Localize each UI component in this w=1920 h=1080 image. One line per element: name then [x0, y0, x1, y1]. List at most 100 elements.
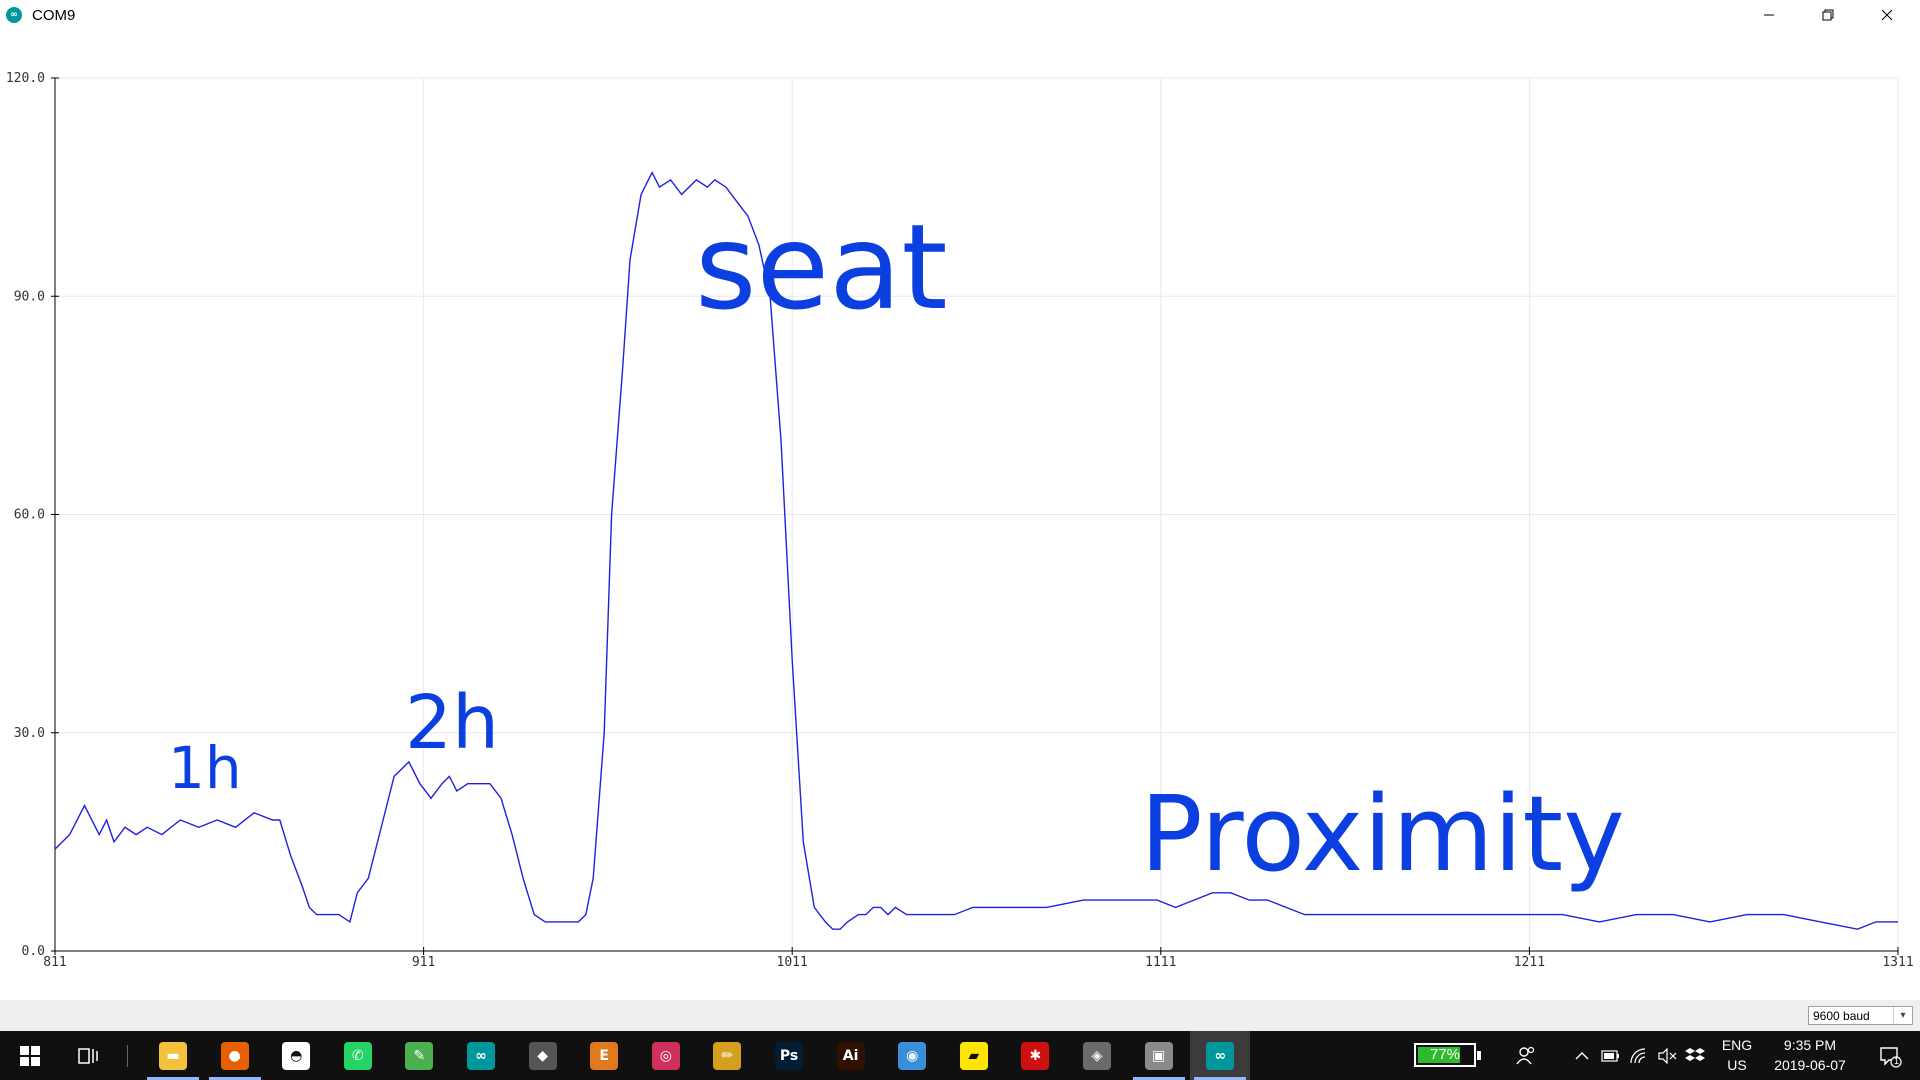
volume-button[interactable]: [1654, 1031, 1680, 1080]
y-tick-label: 0.0: [22, 944, 45, 959]
battery-tray-button[interactable]: [1598, 1031, 1624, 1080]
git-icon: ◈: [1083, 1041, 1111, 1070]
taskbar-app-ant[interactable]: ✱: [1005, 1031, 1065, 1080]
taskbar-app-firefox[interactable]: ●: [205, 1031, 265, 1080]
people-icon: [1516, 1046, 1535, 1064]
taskbar: ▬ ● ◓ ✆ ✎ ∞ ◆ E ◎ ✏ Ps Ai ◉ ▰ ✱ ◈ ▣ ∞ 77%: [0, 1031, 1920, 1080]
windows-icon: [20, 1045, 40, 1066]
app-icon: ◎: [651, 1041, 680, 1070]
x-tick-label: 1011: [777, 955, 808, 970]
title-bar: ∞ COM9: [0, 0, 1920, 30]
taskbar-app-illustrator[interactable]: Ai: [821, 1031, 881, 1080]
restore-button[interactable]: [1799, 0, 1857, 30]
sticky-notes-icon: ▰: [959, 1041, 988, 1070]
annotation-proximity: Proximity: [1140, 773, 1625, 895]
taskbar-app-file-explorer[interactable]: ▬: [143, 1031, 203, 1080]
battery-indicator[interactable]: 77%: [1414, 1043, 1481, 1067]
eagle-icon: E: [590, 1041, 619, 1070]
y-tick-label: 90.0: [14, 289, 45, 304]
action-center-button[interactable]: 1: [1868, 1031, 1912, 1080]
y-tick-label: 120.0: [6, 71, 45, 86]
start-button[interactable]: [0, 1031, 60, 1080]
arduino-serial-icon: ∞: [1206, 1041, 1235, 1070]
notepad-icon: ✎: [405, 1041, 434, 1070]
taskbar-app-app[interactable]: ◎: [636, 1031, 696, 1080]
serial-plotter: 0.0 30.0 60.0 90.0 120.0 811 911 1011 1111 1211 13…: [0, 38, 1920, 1000]
x-tick-label: 1311: [1882, 955, 1913, 970]
annotation-2h: 2h: [405, 680, 499, 766]
grid: [54, 77, 1899, 952]
data-series-line: [54, 171, 1898, 930]
task-view-button[interactable]: [58, 1031, 118, 1080]
notification-count: 1: [1894, 1056, 1900, 1066]
minimize-icon: [1764, 14, 1774, 16]
chevron-up-icon: [1575, 1051, 1589, 1059]
running-indicator: [1194, 1077, 1247, 1080]
arduino-icon: ∞: [6, 7, 22, 23]
photoshop-icon: Ps: [775, 1041, 803, 1070]
show-hidden-icons-button[interactable]: [1570, 1031, 1594, 1080]
taskbar-app-eagle[interactable]: E: [574, 1031, 634, 1080]
x-tick-label: 1211: [1514, 955, 1545, 970]
file-explorer-icon: ▬: [159, 1041, 187, 1070]
notification-icon: [1880, 1046, 1902, 1068]
clock-date: 2019-06-07: [1774, 1057, 1846, 1073]
x-tick-label: 1111: [1145, 955, 1176, 970]
y-tick-label: 60.0: [14, 508, 45, 523]
minimize-button[interactable]: [1740, 0, 1798, 30]
chevron-down-icon: ▾: [1893, 1007, 1912, 1024]
battery-tray-icon: [1601, 1049, 1619, 1062]
taskbar-app-whatsapp[interactable]: ✆: [328, 1031, 388, 1080]
task-view-icon: [78, 1047, 98, 1064]
restore-icon: [1822, 9, 1834, 21]
plot-canvas: 0.0 30.0 60.0 90.0 120.0 811 911 1011 1111 1211 13…: [6, 71, 1914, 970]
taskbar-app-notepad[interactable]: ✎: [389, 1031, 449, 1080]
taskbar-app-pencil[interactable]: ✏: [697, 1031, 757, 1080]
running-indicator: [208, 1077, 261, 1080]
vm-icon: ▣: [1144, 1041, 1173, 1070]
close-icon: [1881, 9, 1893, 21]
battery-percent: 77%: [1429, 1046, 1461, 1063]
wifi-button[interactable]: [1626, 1031, 1652, 1080]
taskbar-app-arduino-serial[interactable]: ∞: [1190, 1031, 1251, 1080]
taskbar-app-photoshop[interactable]: Ps: [759, 1031, 819, 1080]
language-code: ENG: [1721, 1037, 1753, 1053]
taskbar-app-photos[interactable]: ◓: [266, 1031, 326, 1080]
annotation-1h: 1h: [168, 734, 242, 802]
language-indicator[interactable]: ENG US: [1720, 1035, 1754, 1075]
taskbar-app-git[interactable]: ◈: [1067, 1031, 1127, 1080]
people-button[interactable]: [1508, 1031, 1544, 1080]
illustrator-icon: Ai: [836, 1041, 865, 1070]
baud-rate-value: 9600 baud: [1813, 1008, 1870, 1023]
region-code: US: [1727, 1057, 1747, 1073]
y-tick-label: 30.0: [14, 726, 45, 741]
taskbar-divider: [127, 1045, 128, 1067]
dropbox-icon: [1685, 1047, 1705, 1061]
x-tick-label: 911: [412, 955, 435, 970]
clock-time: 9:35 PM: [1783, 1037, 1837, 1053]
battery-nub: [1477, 1051, 1481, 1060]
dropbox-button[interactable]: [1682, 1031, 1708, 1080]
taskbar-app-camera[interactable]: ◉: [882, 1031, 942, 1080]
running-indicator: [1132, 1077, 1185, 1080]
camera-icon: ◉: [898, 1041, 927, 1070]
handwritten-annotations: 1h 2h seat Proximity: [168, 198, 1625, 895]
taskbar-app-arduino[interactable]: ∞: [451, 1031, 511, 1080]
arduino-icon: ∞: [467, 1041, 495, 1070]
taskbar-app-device[interactable]: ◆: [513, 1031, 573, 1080]
annotation-seat: seat: [695, 198, 948, 336]
taskbar-app-vm[interactable]: ▣: [1129, 1031, 1189, 1080]
firefox-icon: ●: [220, 1041, 249, 1070]
clock[interactable]: 9:35 PM 2019-06-07: [1760, 1035, 1860, 1075]
whatsapp-icon: ✆: [343, 1041, 372, 1070]
close-button[interactable]: [1858, 0, 1916, 30]
ant-icon: ✱: [1021, 1041, 1050, 1070]
pencil-icon: ✏: [713, 1041, 742, 1070]
x-tick-label: 811: [43, 955, 66, 970]
taskbar-app-sticky-notes[interactable]: ▰: [944, 1031, 1004, 1080]
plotter-footer: 9600 baud ▾: [0, 1000, 1920, 1031]
axes: 0.0 30.0 60.0 90.0 120.0 811 911 1011 1111 1211 13…: [6, 71, 1914, 970]
photos-icon: ◓: [282, 1041, 311, 1070]
window-title: COM9: [32, 6, 76, 24]
baud-rate-select[interactable]: 9600 baud ▾: [1808, 1006, 1913, 1025]
